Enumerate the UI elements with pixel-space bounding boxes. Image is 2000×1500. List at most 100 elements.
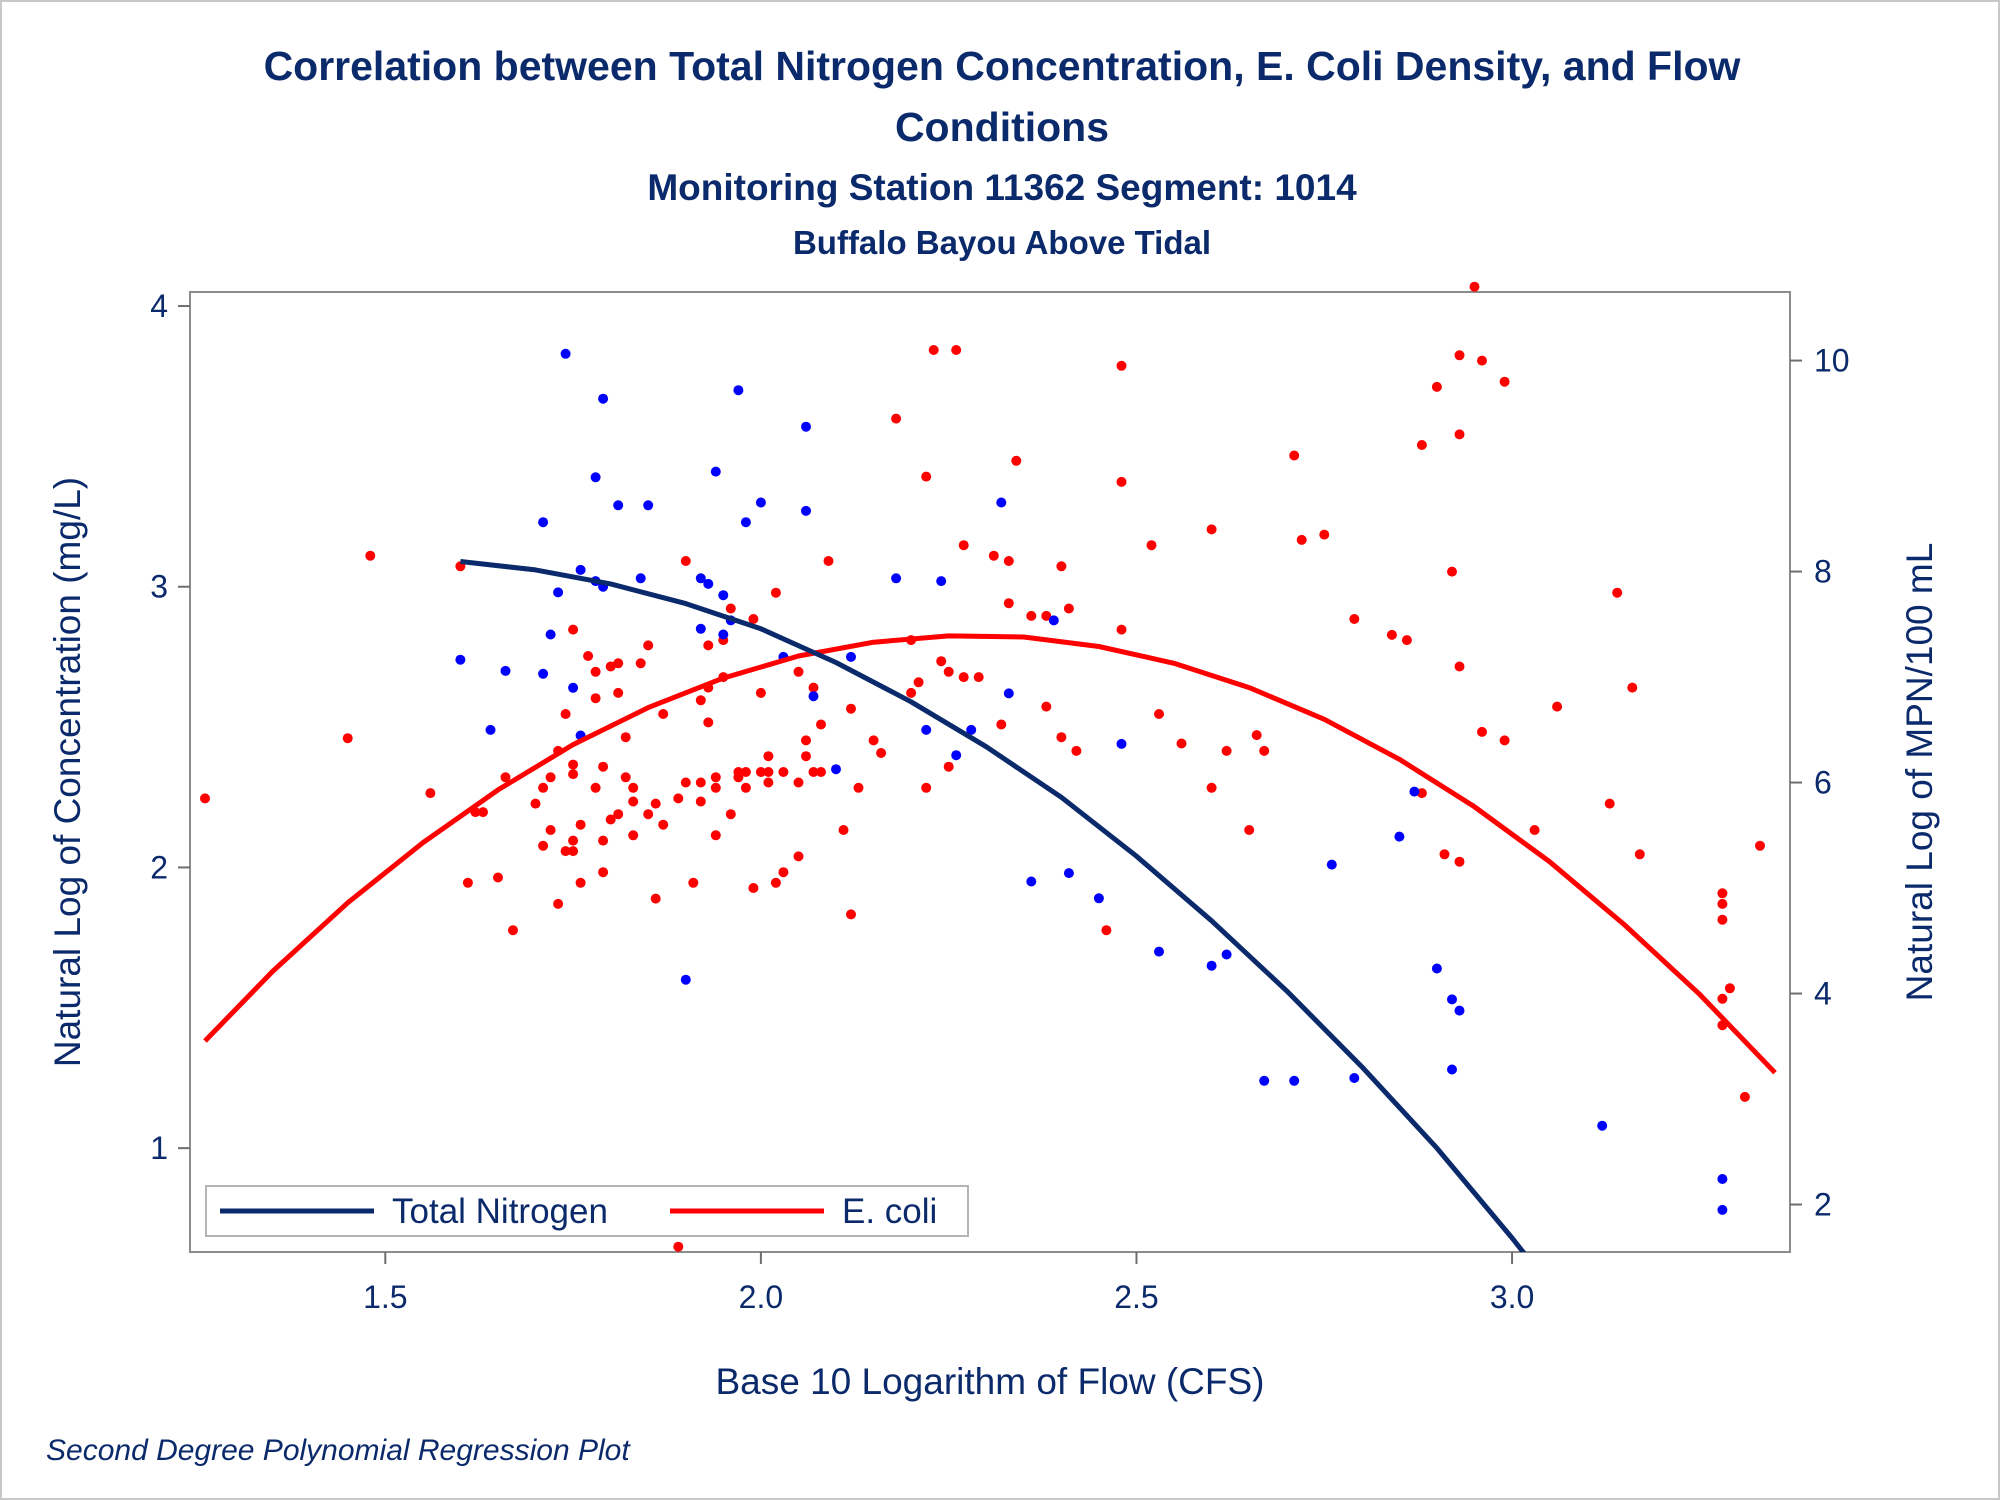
ecoli-point (620, 772, 631, 783)
nitrogen-point (695, 623, 706, 634)
nitrogen-point (831, 764, 841, 775)
ecoli-point (1296, 534, 1307, 545)
ecoli-point (1454, 661, 1465, 672)
ecoli-point (643, 809, 654, 820)
ecoli-point (801, 751, 811, 762)
nitrogen-point (545, 629, 556, 640)
ecoli-point (613, 658, 624, 669)
ecoli-point (620, 732, 631, 743)
ecoli-point (1206, 782, 1217, 793)
ecoli-point (1003, 556, 1014, 566)
ecoli-point (1447, 566, 1457, 577)
ecoli-point (680, 556, 691, 566)
chart-subtitle: Monitoring Station 11362 Segment: 1014 (647, 167, 1357, 208)
nitrogen-point (1221, 949, 1232, 960)
nitrogen-point (553, 587, 564, 598)
ecoli-point (1604, 798, 1615, 809)
y2-tick-label: 10 (1814, 343, 1850, 379)
ecoli-point (605, 661, 616, 672)
ecoli-point (1116, 360, 1127, 371)
ecoli-point (755, 767, 766, 777)
ecoli-point (763, 751, 774, 762)
ecoli-point (770, 877, 781, 888)
ecoli-point (478, 807, 488, 818)
ecoli-point (1717, 898, 1728, 909)
ecoli-point (590, 693, 601, 704)
ecoli-point (1116, 476, 1127, 487)
nitrogen-point (485, 724, 496, 735)
ecoli-point (951, 345, 962, 355)
ecoli-point (613, 687, 624, 698)
ecoli-point (1627, 682, 1638, 693)
ecoli-point (1477, 355, 1487, 366)
nitrogen-point (1447, 994, 1457, 1005)
nitrogen-point (500, 665, 511, 676)
ecoli-point (613, 809, 624, 820)
points-layer (200, 281, 1765, 1252)
ecoli-point (500, 772, 511, 783)
ecoli-point (778, 867, 789, 878)
nitrogen-point (808, 691, 819, 702)
ecoli-point (1477, 726, 1487, 737)
nitrogen-point (695, 573, 706, 584)
ecoli-point (740, 767, 751, 777)
nitrogen-point (598, 393, 609, 404)
ecoli-point (553, 898, 564, 909)
ecoli-point (1056, 561, 1067, 572)
ecoli-point (763, 767, 774, 777)
ecoli-point (1499, 376, 1510, 387)
ecoli-point (1755, 840, 1765, 851)
ecoli-point (710, 772, 721, 783)
ecoli-point (1026, 610, 1037, 621)
ecoli-point (658, 709, 669, 719)
nitrogen-point (643, 500, 654, 511)
chart-title-line2: Conditions (895, 104, 1109, 150)
ecoli-point (1717, 993, 1728, 1004)
x-tick-label: 1.5 (363, 1279, 407, 1315)
nitrogen-point (1447, 1064, 1457, 1075)
nitrogen-point (1206, 960, 1217, 971)
ecoli-point (928, 345, 939, 355)
nitrogen-point (1289, 1075, 1300, 1086)
ecoli-point (1251, 730, 1262, 741)
ecoli-point (575, 877, 586, 888)
x-tick-label: 2.0 (739, 1279, 783, 1315)
legend: Total Nitrogen E. coli (205, 1185, 969, 1237)
nitrogen-point (1003, 688, 1014, 699)
ecoli-point (342, 733, 353, 744)
ecoli-point (575, 819, 586, 830)
ecoli-point (943, 761, 954, 772)
ecoli-point (936, 656, 947, 667)
ecoli-point (583, 651, 594, 661)
ecoli-point (1206, 524, 1217, 535)
nitrogen-point (1717, 1204, 1728, 1215)
ecoli-point (763, 777, 774, 788)
y-tick-label: 3 (150, 569, 168, 605)
ecoli-point (200, 793, 210, 804)
ecoli-point (1056, 732, 1067, 743)
y-tick-label: 1 (150, 1130, 168, 1166)
ecoli-point (906, 687, 917, 698)
ecoli-point (508, 925, 518, 936)
ecoli-point (560, 709, 571, 719)
ecoli-point (1041, 701, 1052, 712)
ecoli-point (823, 556, 834, 566)
ecoli-point (1634, 849, 1645, 860)
nitrogen-point (710, 466, 721, 477)
x-axis-label: Base 10 Logarithm of Flow (CFS) (715, 1361, 1264, 1402)
ecoli-point (1717, 888, 1728, 899)
ecoli-point (598, 761, 609, 772)
chart-subtitle2: Buffalo Bayou Above Tidal (793, 224, 1211, 261)
plot-frame (189, 291, 1791, 1253)
ecoli-point (770, 587, 781, 598)
ecoli-point (635, 658, 646, 669)
nitrogen-point (1259, 1075, 1270, 1086)
ecoli-point (703, 717, 714, 728)
ecoli-point (695, 695, 706, 706)
ecoli-point (740, 782, 751, 793)
ecoli-point (846, 909, 856, 920)
ecoli-point (425, 788, 436, 799)
ecoli-point (958, 540, 969, 551)
ecoli-point (1416, 788, 1427, 799)
